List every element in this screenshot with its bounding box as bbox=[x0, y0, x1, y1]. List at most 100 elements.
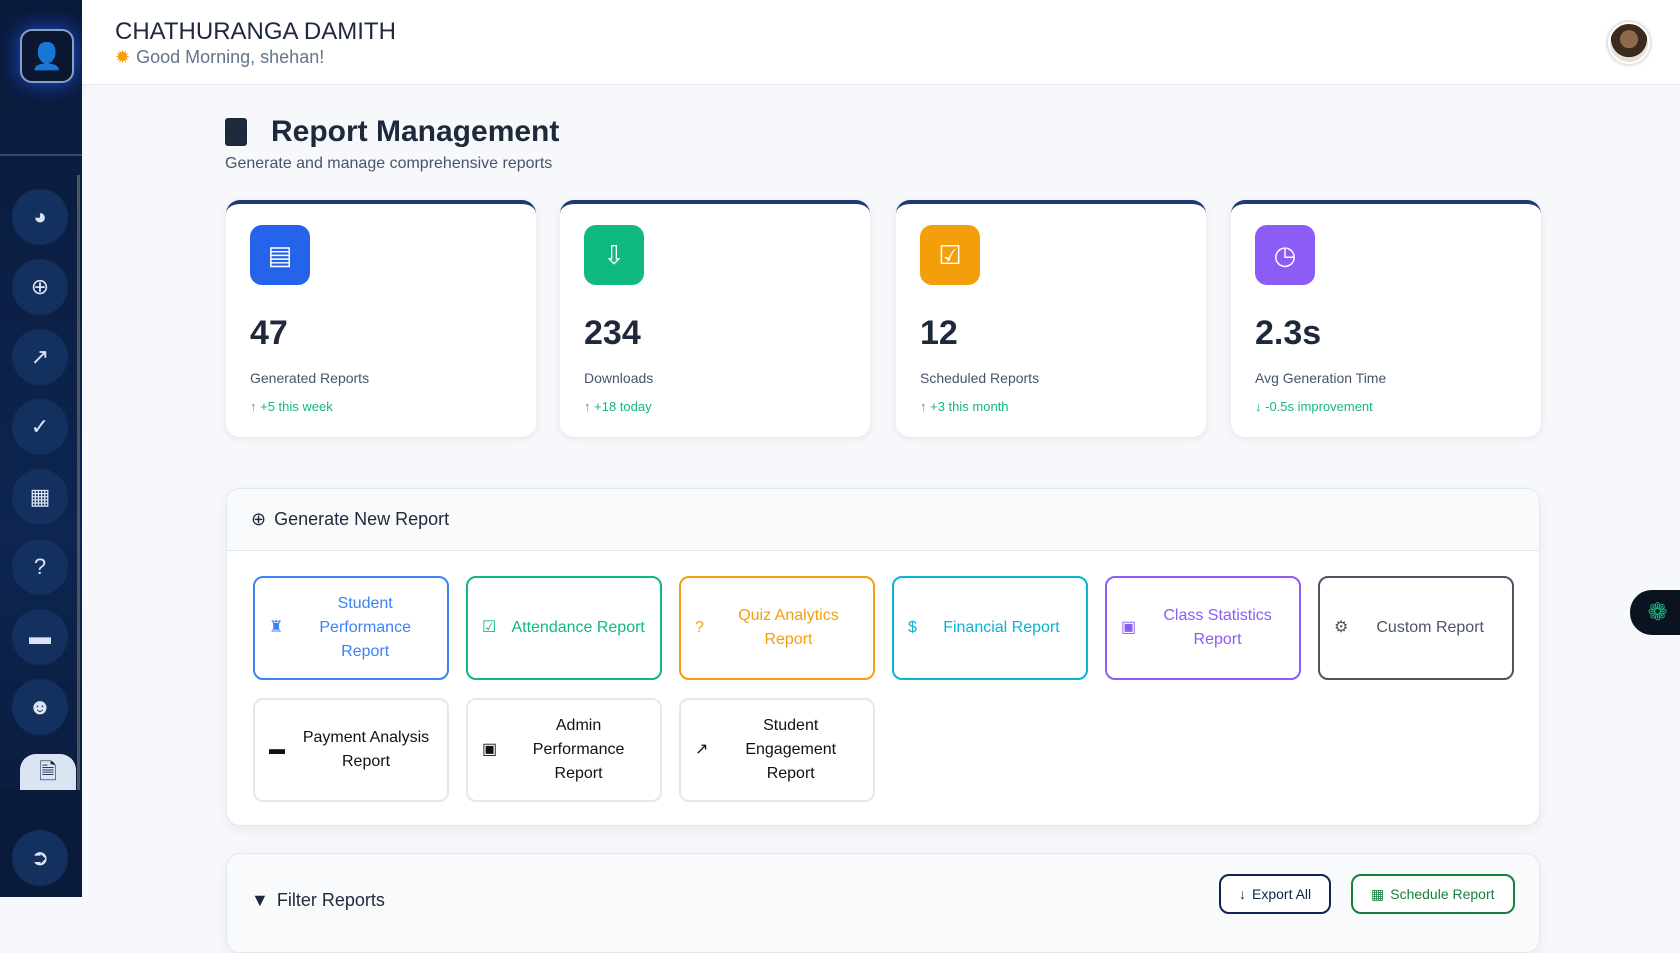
report-label: Student Engagement Report bbox=[745, 717, 837, 782]
stat-card: ⇩ 234 Downloads ↑ +18 today bbox=[560, 200, 870, 437]
stat-trend: ↑ +18 today bbox=[584, 399, 652, 414]
stat-label: Scheduled Reports bbox=[920, 370, 1040, 386]
stat-card: ▤ 47 Generated Reports ↑ +5 this week bbox=[226, 200, 536, 437]
sidebar-item-attendance[interactable]: ✓ bbox=[12, 399, 68, 455]
sidebar-item-dashboard[interactable]: ◕ bbox=[12, 189, 68, 245]
users-icon: ☻ bbox=[28, 694, 52, 719]
page-title-text: Report Management bbox=[271, 115, 560, 148]
export-label: Export All bbox=[1252, 886, 1312, 902]
schedule-label: Schedule Report bbox=[1390, 886, 1495, 902]
user-check-icon: ✓ bbox=[30, 414, 50, 439]
calendar-check-icon: ☑ bbox=[920, 225, 980, 285]
gauge-icon: ◕ bbox=[33, 204, 47, 229]
chalkboard-icon: ▣ bbox=[1121, 619, 1137, 636]
stat-value: 2.3s bbox=[1255, 314, 1322, 352]
plus-circle-icon: ⊕ bbox=[251, 509, 267, 529]
sidebar-item-analytics[interactable]: ↗ bbox=[12, 329, 68, 385]
ai-assistant-button[interactable]: ❁ bbox=[1630, 590, 1680, 635]
arrow-up-icon: ↑ bbox=[920, 399, 927, 414]
stat-trend-text: +3 this month bbox=[930, 399, 1009, 414]
file-icon bbox=[225, 118, 247, 146]
chalkboard-user-icon: ▣ bbox=[482, 741, 498, 758]
report-label: Payment Analysis Report bbox=[302, 729, 430, 770]
greeting: ✹ Good Morning, shehan! bbox=[115, 47, 324, 68]
credit-card-icon: ▬ bbox=[29, 624, 51, 649]
stat-value: 234 bbox=[584, 314, 641, 352]
report-label: Student Performance Report bbox=[319, 595, 411, 660]
download-icon: ↓ bbox=[1239, 886, 1246, 902]
sidebar-divider bbox=[0, 154, 82, 156]
openai-icon: ❁ bbox=[1647, 599, 1668, 626]
sun-icon: ✹ bbox=[115, 47, 131, 67]
report-button[interactable]: ♜ Student Performance Report bbox=[253, 576, 449, 680]
stat-card: ◷ 2.3s Avg Generation Time ↓ -0.5s improvem… bbox=[1231, 200, 1541, 437]
line-chart-icon: ↗ bbox=[695, 741, 709, 758]
page-subtitle: Generate and manage comprehensive report… bbox=[225, 155, 553, 172]
logout-icon: ➲ bbox=[30, 845, 50, 870]
sidebar-scrollbar[interactable] bbox=[77, 175, 80, 790]
report-button[interactable]: ▣ Admin Performance Report bbox=[466, 698, 662, 802]
report-label: Admin Performance Report bbox=[532, 717, 625, 782]
question-icon: ? bbox=[33, 554, 47, 579]
sidebar-item-reports[interactable]: 🗎 bbox=[20, 754, 76, 794]
gears-icon: ⚙ bbox=[1334, 619, 1349, 636]
sidebar-item-quiz[interactable]: ? bbox=[12, 539, 68, 595]
stat-trend-text: +18 today bbox=[594, 399, 652, 414]
stat-card: ☑ 12 Scheduled Reports ↑ +3 this month bbox=[896, 200, 1206, 437]
line-chart-icon: ↗ bbox=[30, 344, 50, 369]
credit-card-icon: ▬ bbox=[269, 741, 285, 758]
avatar[interactable] bbox=[1608, 22, 1650, 64]
stat-label: Downloads bbox=[584, 370, 654, 386]
plus-circle-icon: ⊕ bbox=[30, 274, 50, 299]
filter-title: ▼ Filter Reports bbox=[251, 890, 385, 911]
greeting-text: Good Morning, shehan! bbox=[136, 47, 325, 67]
panel-header: ⊕ Generate New Report bbox=[227, 489, 1539, 551]
stat-trend-text: -0.5s improvement bbox=[1265, 399, 1373, 414]
sidebar-item-add[interactable]: ⊕ bbox=[12, 259, 68, 315]
sidebar-item-users[interactable]: ☻ bbox=[12, 679, 68, 735]
report-button[interactable]: ▬ Payment Analysis Report bbox=[253, 698, 449, 802]
sidebar-item-payments[interactable]: ▬ bbox=[12, 609, 68, 665]
report-label: Custom Report bbox=[1376, 619, 1484, 636]
calendar-icon: ▦ bbox=[1371, 885, 1385, 902]
report-button[interactable]: ↗ Student Engagement Report bbox=[679, 698, 875, 802]
chart-bar-icon: ▤ bbox=[250, 225, 310, 285]
sidebar: 👤 ◕ ⊕ ↗ ✓ ▦ ? ▬ ☻ 🗎 ➲ bbox=[0, 0, 82, 897]
download-icon: ⇩ bbox=[584, 225, 644, 285]
report-label: Financial Report bbox=[943, 619, 1060, 636]
report-button[interactable]: $ Financial Report bbox=[892, 576, 1088, 680]
report-button[interactable]: ? Quiz Analytics Report bbox=[679, 576, 875, 680]
user-shield-logo-icon[interactable]: 👤 bbox=[20, 29, 74, 83]
file-icon: 🗎 bbox=[39, 759, 57, 784]
question-icon: ? bbox=[695, 619, 704, 636]
stat-label: Avg Generation Time bbox=[1255, 370, 1387, 386]
report-label: Class Statistics Report bbox=[1163, 607, 1272, 648]
report-button[interactable]: ⚙ Custom Report bbox=[1318, 576, 1514, 680]
stat-label: Generated Reports bbox=[250, 370, 370, 386]
arrow-up-icon: ↑ bbox=[584, 399, 591, 414]
panel-title: Generate New Report bbox=[274, 509, 450, 529]
logout-button[interactable]: ➲ bbox=[12, 830, 68, 886]
report-label: Attendance Report bbox=[511, 619, 645, 636]
stat-value: 12 bbox=[920, 314, 958, 352]
stat-trend: ↓ -0.5s improvement bbox=[1255, 399, 1373, 414]
sidebar-item-calendar[interactable]: ▦ bbox=[12, 469, 68, 525]
dollar-icon: $ bbox=[908, 619, 917, 636]
calendar-check-icon: ☑ bbox=[482, 619, 497, 636]
user-name: CHATHURANGA DAMITH bbox=[115, 18, 396, 45]
sidebar-bottom: ➲ bbox=[0, 790, 82, 897]
schedule-report-button[interactable]: ▦ Schedule Report bbox=[1351, 874, 1515, 914]
top-header: CHATHURANGA DAMITH ✹ Good Morning, shehan… bbox=[82, 0, 1680, 85]
report-label: Quiz Analytics Report bbox=[738, 607, 839, 648]
filter-reports-panel: ▼ Filter Reports ↓ Export All ▦ Schedule Re… bbox=[226, 853, 1540, 953]
report-button[interactable]: ☑ Attendance Report bbox=[466, 576, 662, 680]
export-all-button[interactable]: ↓ Export All bbox=[1219, 874, 1332, 914]
page-title: Report Management bbox=[225, 115, 559, 149]
calendar-icon: ▦ bbox=[29, 484, 51, 509]
stat-trend-text: +5 this week bbox=[260, 399, 333, 414]
clock-icon: ◷ bbox=[1255, 225, 1315, 285]
report-button[interactable]: ▣ Class Statistics Report bbox=[1105, 576, 1301, 680]
filter-icon: ▼ bbox=[251, 890, 269, 910]
arrow-down-icon: ↓ bbox=[1255, 399, 1262, 414]
graduate-icon: ♜ bbox=[269, 619, 284, 636]
